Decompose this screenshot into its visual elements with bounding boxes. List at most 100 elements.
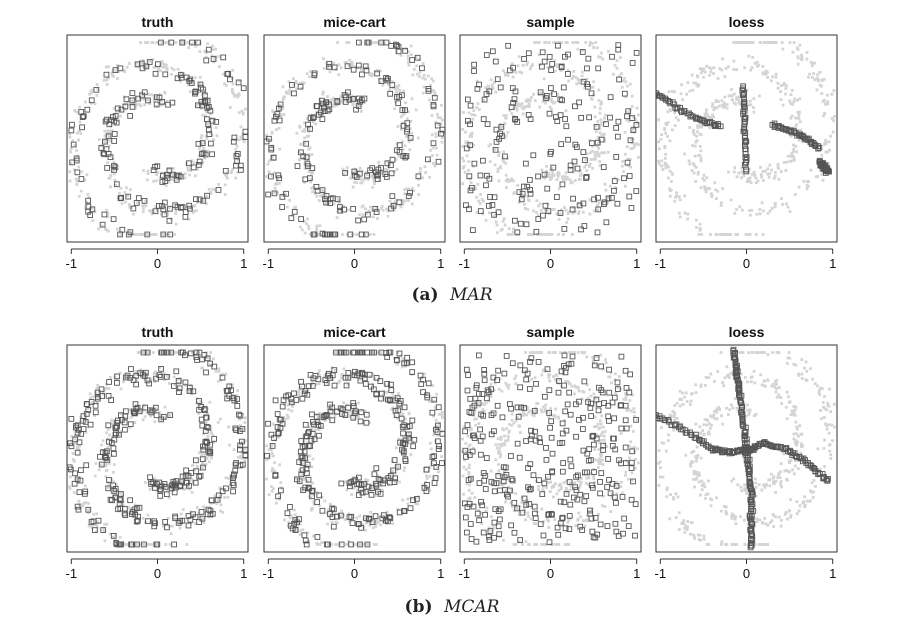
background-point <box>162 63 166 67</box>
background-point <box>209 501 213 505</box>
background-point <box>781 202 784 206</box>
background-point <box>524 413 527 417</box>
background-point <box>288 90 292 94</box>
background-point <box>326 95 329 98</box>
background-point <box>566 68 570 72</box>
background-point <box>333 415 337 418</box>
background-point <box>547 525 551 529</box>
background-point <box>200 134 204 137</box>
background-point <box>300 444 304 447</box>
imputed-point <box>153 94 160 101</box>
background-point <box>667 90 671 94</box>
background-point <box>347 92 350 96</box>
imputed-point <box>342 170 348 176</box>
background-point <box>581 49 584 52</box>
imputed-point <box>516 189 523 195</box>
imputed-point <box>88 399 95 405</box>
background-point <box>702 67 706 71</box>
imputed-point <box>432 475 439 481</box>
background-point <box>352 417 356 421</box>
background-point <box>79 132 83 135</box>
background-point <box>296 391 300 395</box>
background-point <box>404 362 407 366</box>
background-point <box>228 443 232 447</box>
background-point <box>350 60 353 64</box>
background-point <box>107 427 110 431</box>
imputed-point <box>364 541 371 548</box>
background-point <box>129 507 133 511</box>
background-point <box>832 119 836 123</box>
imputed-point <box>329 505 336 512</box>
background-point <box>385 207 388 211</box>
plot-area <box>461 351 640 546</box>
background-point <box>590 97 593 100</box>
background-point <box>580 74 584 78</box>
background-point <box>73 441 77 445</box>
background-point <box>487 84 490 88</box>
background-point <box>310 428 314 432</box>
background-point <box>703 112 707 116</box>
background-point <box>371 174 375 178</box>
background-point <box>599 51 603 55</box>
background-point <box>471 117 475 121</box>
background-point <box>179 79 183 83</box>
background-point <box>322 189 326 193</box>
background-point <box>599 452 603 456</box>
background-point <box>72 168 76 172</box>
background-point <box>141 61 144 65</box>
imputed-point <box>431 460 437 466</box>
background-point <box>512 179 515 182</box>
background-point <box>784 169 788 172</box>
background-point <box>432 477 436 481</box>
background-point <box>104 464 108 468</box>
background-point <box>467 488 471 492</box>
background-point <box>657 147 661 151</box>
background-point <box>339 413 343 417</box>
imputed-point <box>484 172 490 179</box>
background-point <box>469 426 473 430</box>
background-point <box>592 158 595 161</box>
background-point <box>754 233 758 236</box>
imputed-point <box>279 420 286 427</box>
background-point <box>164 233 168 236</box>
background-point <box>203 156 206 160</box>
imputed-point <box>182 214 189 220</box>
background-point <box>115 227 119 231</box>
imputed-point <box>118 195 125 201</box>
background-point <box>149 209 153 213</box>
background-point <box>229 383 232 387</box>
background-point <box>425 476 429 480</box>
background-point <box>295 87 298 91</box>
background-point <box>145 411 149 414</box>
background-point <box>770 79 773 83</box>
imputed-point <box>595 65 602 72</box>
background-point <box>191 464 194 467</box>
imputed-point <box>198 151 205 157</box>
background-point <box>336 41 339 44</box>
imputed-point <box>236 411 242 418</box>
background-point <box>795 150 798 154</box>
imputed-point <box>303 465 310 472</box>
background-point <box>798 110 801 114</box>
background-point <box>144 378 148 382</box>
background-point <box>710 193 714 197</box>
background-point <box>130 206 133 209</box>
x-tick-label: -1 <box>66 566 78 581</box>
background-point <box>342 173 346 177</box>
background-point <box>165 99 169 103</box>
background-point <box>692 81 696 85</box>
background-point <box>357 479 361 483</box>
background-point <box>244 447 247 451</box>
background-point <box>388 41 392 44</box>
background-point <box>332 351 336 354</box>
imputed-point <box>296 516 302 522</box>
imputed-point <box>234 403 241 409</box>
background-point <box>158 93 162 96</box>
background-point <box>546 65 550 69</box>
background-point <box>364 207 367 211</box>
imputed-point <box>593 123 600 130</box>
background-point <box>475 417 478 421</box>
imputed-point <box>379 515 386 522</box>
background-point <box>522 412 526 416</box>
imputed-point <box>483 182 489 189</box>
